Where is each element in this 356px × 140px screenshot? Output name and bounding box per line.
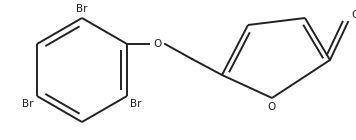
Text: O: O	[268, 102, 276, 112]
Text: O: O	[351, 10, 356, 20]
Text: Br: Br	[130, 99, 142, 109]
Text: O: O	[153, 39, 161, 49]
Text: Br: Br	[76, 4, 88, 14]
Text: Br: Br	[22, 99, 34, 109]
